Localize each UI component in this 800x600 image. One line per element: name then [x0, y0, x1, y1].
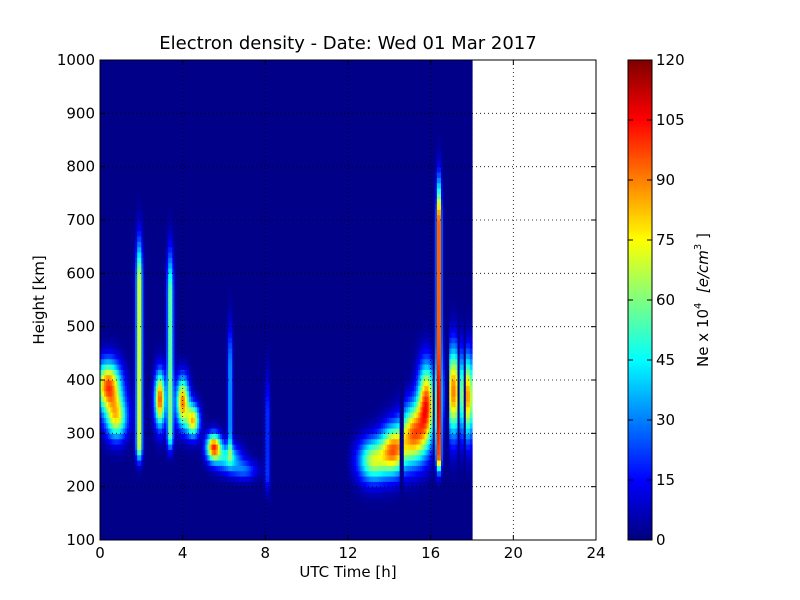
x-tick-label: 0	[95, 544, 105, 562]
x-tick-label: 16	[421, 544, 440, 562]
chart-title: Electron density - Date: Wed 01 Mar 2017	[159, 33, 536, 54]
x-tick-label: 12	[338, 544, 357, 562]
y-tick-label: 900	[66, 104, 95, 122]
colorbar-tick-label: 120	[656, 51, 685, 69]
y-axis-label: Height [km]	[30, 255, 48, 344]
colorbar-label: Ne x 104 [e/cm3 ]	[693, 233, 712, 367]
colorbar-tick-label: 0	[656, 531, 666, 549]
colorbar-tick-label: 90	[656, 171, 675, 189]
y-tick-label: 400	[66, 371, 95, 389]
x-axis-label: UTC Time [h]	[299, 563, 396, 581]
colorbar-tick-label: 45	[656, 351, 675, 369]
y-tick-label: 700	[66, 211, 95, 229]
y-tick-label: 500	[66, 318, 95, 336]
y-tick-label: 800	[66, 158, 95, 176]
x-tick-label: 8	[261, 544, 271, 562]
colorbar-tick-label: 15	[656, 471, 675, 489]
y-tick-label: 1000	[57, 51, 95, 69]
y-tick-label: 300	[66, 424, 95, 442]
colorbar-tick-label: 30	[656, 411, 675, 429]
colorbar-tick-label: 75	[656, 231, 675, 249]
y-tick-label: 100	[66, 531, 95, 549]
colorbar-label-units: [e/cm	[694, 250, 712, 293]
x-tick-label: 24	[586, 544, 605, 562]
y-tick-label: 600	[66, 264, 95, 282]
colorbar-label-close: ]	[694, 233, 712, 239]
x-tick-label: 20	[504, 544, 523, 562]
heatmap-raster	[100, 60, 473, 541]
colorbar-tick-label: 105	[656, 111, 685, 129]
y-tick-label: 200	[66, 478, 95, 496]
colorbar-label-text: Ne x 10	[694, 309, 712, 367]
colorbar-tick-label: 60	[656, 291, 675, 309]
x-tick-label: 4	[178, 544, 188, 562]
